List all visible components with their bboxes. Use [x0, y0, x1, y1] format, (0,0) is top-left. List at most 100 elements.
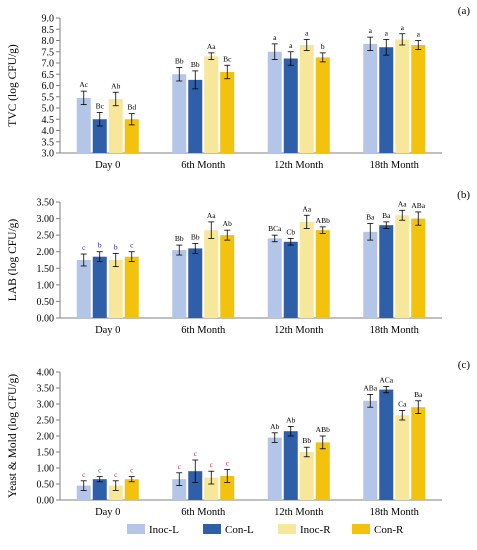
significance-label: a [305, 28, 309, 37]
significance-label: c [130, 466, 134, 475]
legend-label: Con-L [225, 524, 254, 536]
y-axis-label: Yeast & Mold (log CFU/g) [7, 374, 19, 498]
significance-label: c [130, 241, 134, 250]
category-label: Day 0 [95, 325, 120, 336]
y-tick-label: 1.50 [37, 264, 55, 275]
bar [411, 407, 426, 500]
y-tick-label: 5.0 [42, 104, 55, 115]
category-label: 6th Month [181, 160, 226, 171]
category-label: 6th Month [181, 325, 226, 336]
legend-label: Inoc-L [149, 524, 179, 536]
y-tick-label: 2.00 [37, 247, 55, 258]
significance-label: Bb [191, 232, 200, 241]
significance-label: Cb [286, 227, 295, 236]
y-tick-label: 2.50 [37, 416, 55, 427]
bar [108, 260, 123, 318]
significance-label: c [210, 460, 214, 469]
y-tick-label: 7.5 [42, 47, 55, 58]
legend-swatch [127, 524, 145, 534]
legend-swatch [352, 524, 370, 534]
legend-swatch [203, 524, 221, 534]
bar [411, 218, 426, 318]
significance-label: Ab [223, 219, 232, 228]
significance-label: a [417, 30, 421, 39]
bar [411, 45, 426, 153]
legend-label: Con-R [374, 524, 404, 536]
y-tick-label: 1.50 [37, 448, 55, 459]
bar [172, 250, 187, 318]
y-tick-label: 1.00 [37, 280, 55, 291]
y-tick-label: 4.5 [42, 115, 55, 126]
y-tick-label: 1.00 [37, 464, 55, 475]
bar [220, 72, 235, 153]
significance-label: Ab [270, 422, 279, 431]
significance-label: Aa [207, 211, 216, 220]
significance-label: Ba [414, 390, 423, 399]
bar [124, 119, 139, 153]
significance-label: Bb [175, 234, 184, 243]
y-tick-label: 3.50 [37, 384, 55, 395]
significance-label: ABa [411, 201, 425, 210]
bar [315, 57, 330, 153]
significance-label: ABb [316, 425, 330, 434]
significance-label: Bc [96, 102, 105, 111]
y-tick-label: 2.00 [37, 432, 55, 443]
significance-label: c [82, 470, 86, 479]
bar [267, 238, 282, 318]
significance-label: Ca [398, 399, 407, 408]
bar [188, 79, 203, 153]
category-label: Day 0 [95, 507, 120, 518]
category-label: 12th Month [274, 325, 324, 336]
y-tick-label: 3.0 [42, 149, 55, 160]
category-label: 18th Month [370, 160, 420, 171]
significance-label: c [82, 243, 86, 252]
bar [395, 215, 410, 318]
bar [220, 476, 235, 500]
bar [76, 260, 91, 318]
bar [283, 241, 298, 318]
significance-label: c [194, 449, 198, 458]
significance-label: Aa [207, 42, 216, 51]
bar [108, 485, 123, 500]
y-tick-label: 7.0 [42, 59, 55, 70]
bar [204, 230, 219, 318]
bar [76, 97, 91, 153]
y-tick-label: 8.5 [42, 25, 55, 36]
bar [188, 471, 203, 500]
bar [379, 389, 394, 500]
category-label: 18th Month [370, 325, 420, 336]
significance-label: a [369, 26, 373, 35]
significance-label: ABb [316, 216, 330, 225]
legend-label: Inoc-R [300, 524, 331, 536]
significance-label: c [178, 462, 182, 471]
y-tick-label: 3.00 [37, 214, 55, 225]
significance-label: BCa [268, 224, 282, 233]
bar [283, 58, 298, 153]
bar [172, 74, 187, 153]
y-tick-label: 0.50 [37, 297, 55, 308]
bar [92, 119, 107, 153]
significance-label: a [273, 33, 277, 42]
significance-label: c [226, 459, 230, 468]
y-axis-label: TVC (log CFU/g) [7, 44, 19, 127]
y-tick-label: 9.0 [42, 14, 55, 25]
bar [395, 39, 410, 153]
y-tick-label: 3.5 [42, 137, 55, 148]
category-label: 6th Month [181, 507, 226, 518]
y-tick-label: 5.5 [42, 92, 55, 103]
panel-tag: (c) [458, 359, 471, 371]
category-label: Day 0 [95, 160, 120, 171]
significance-label: ACa [379, 375, 393, 384]
significance-label: Ba [382, 211, 391, 220]
significance-label: Aa [302, 204, 311, 213]
bar [363, 43, 378, 153]
y-tick-label: 0.00 [37, 314, 55, 325]
bar [76, 485, 91, 500]
y-axis-label: LAB (log CFU/g) [7, 219, 19, 302]
bar [315, 442, 330, 500]
bar [299, 452, 314, 500]
significance-label: Ac [79, 80, 88, 89]
bar [124, 256, 139, 318]
significance-label: b [321, 42, 325, 51]
